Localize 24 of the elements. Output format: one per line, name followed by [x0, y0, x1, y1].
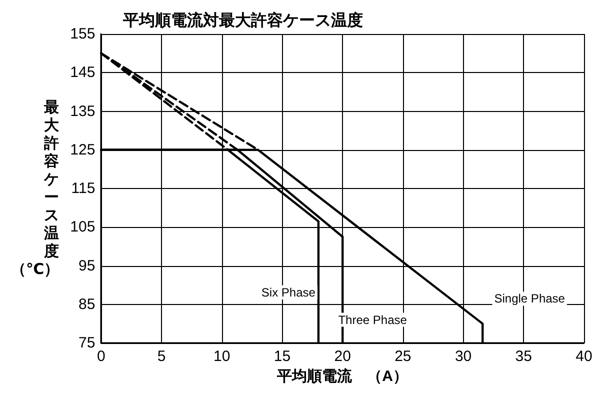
x-tick-label: 5	[157, 348, 166, 365]
chart-title: 平均順電流対最大許容ケース温度	[122, 10, 363, 30]
series-label: Three Phase	[338, 312, 408, 327]
x-axis-title: 平均順電流 （A）	[276, 366, 408, 385]
x-tick-label: 25	[394, 348, 412, 365]
x-tick-label: 15	[274, 348, 291, 365]
y-tick-label: 135	[70, 102, 96, 120]
x-tick-label: 35	[515, 348, 532, 365]
y-tick-label: 145	[70, 64, 96, 82]
x-tick-label: 20	[334, 348, 351, 365]
y-tick-label: 105	[70, 218, 96, 236]
y-tick-label: 115	[71, 180, 96, 197]
x-tick-label: 30	[454, 348, 472, 365]
x-tick-label: 0	[96, 348, 106, 365]
y-tick-label: 155	[70, 26, 96, 42]
text: 最大許容ケース温度（℃）	[10, 99, 60, 278]
x-tick-label: 40	[576, 348, 592, 365]
y-tick-label: 85	[78, 296, 96, 313]
y-tick-label: 95	[78, 257, 96, 274]
y-tick-label: 75	[78, 334, 96, 352]
y-tick-label: 125	[70, 141, 96, 158]
series-label: Six Phase	[261, 285, 316, 300]
x-tick-label: 10	[214, 348, 230, 365]
series-label: Single Phase	[494, 292, 566, 306]
